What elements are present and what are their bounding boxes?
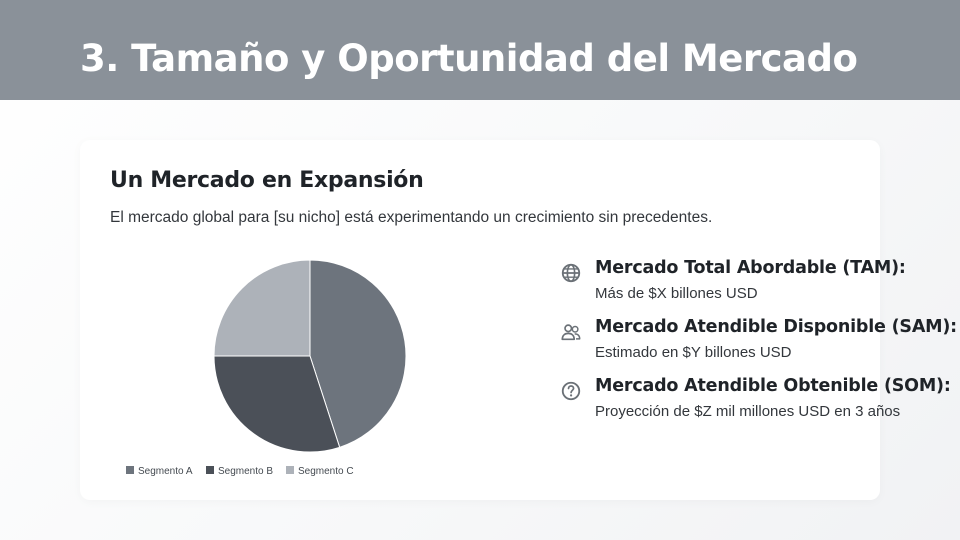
metric-value: Más de $X billones USD [595, 285, 758, 302]
question-circle-icon [561, 381, 581, 401]
users-icon [561, 324, 581, 341]
legend-item-segmento-a: Segmento A [126, 466, 193, 477]
legend-swatch [206, 466, 214, 474]
legend-label: Segmento A [138, 466, 193, 477]
header-bar: 3. Tamaño y Oportunidad del Mercado [0, 0, 960, 100]
globe-icon [561, 263, 581, 283]
metric-label: Mercado Total Abordable (TAM): [595, 258, 906, 278]
card-heading: Un Mercado en Expansión [110, 168, 424, 193]
metric-label: Mercado Atendible Obtenible (SOM): [595, 376, 951, 396]
metric-value: Estimado en $Y billones USD [595, 344, 792, 361]
legend-item-segmento-c: Segmento C [286, 466, 354, 477]
market-metrics: Mercado Total Abordable (TAM): Más de $X… [560, 258, 960, 435]
legend-label: Segmento B [218, 466, 273, 477]
legend-swatch [286, 466, 294, 474]
metric-tam: Mercado Total Abordable (TAM): Más de $X… [560, 258, 960, 317]
card-description: El mercado global para [su nicho] está e… [110, 209, 713, 226]
metric-som: Mercado Atendible Obtenible (SOM): Proye… [560, 376, 960, 435]
metric-sam: Mercado Atendible Disponible (SAM): Esti… [560, 317, 960, 376]
metric-value: Proyección de $Z mil millones USD en 3 a… [595, 403, 901, 420]
legend-label: Segmento C [298, 466, 354, 477]
pie-slice-segmento-b [213, 355, 341, 453]
market-card: Un Mercado en Expansión El mercado globa… [80, 140, 957, 500]
pie-chart-svg: Segmento A Segmento B Segmento C [126, 259, 407, 477]
pie-slice-segmento-a [309, 259, 407, 448]
metric-label: Mercado Atendible Disponible (SAM): [595, 317, 957, 337]
pie-slice-segmento-c [213, 259, 311, 357]
legend-item-segmento-b: Segmento B [206, 466, 273, 477]
legend-swatch [126, 466, 134, 474]
market-pie-chart: Segmento A Segmento B Segmento C [110, 250, 510, 485]
page-title: 3. Tamaño y Oportunidad del Mercado [80, 37, 858, 80]
